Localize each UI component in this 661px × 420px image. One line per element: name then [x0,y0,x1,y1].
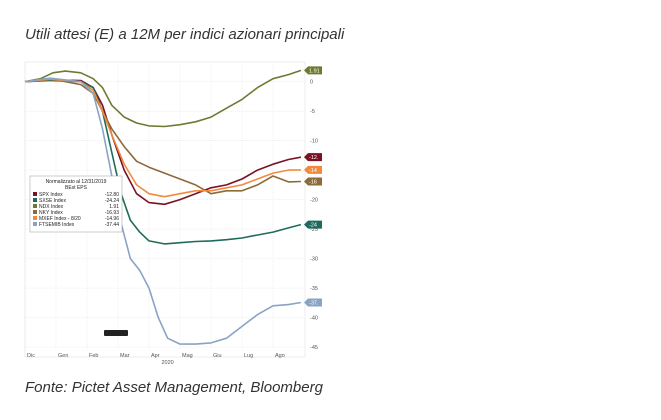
legend-entry-value: -12.80 [105,192,119,198]
legend-entry-value: -14.96 [105,216,119,222]
legend-entry-value: 1.91 [109,204,119,210]
series-end-tag-bg [304,153,322,162]
y-tick-label: -25 [310,227,318,233]
series-end-tag: 1.91 [304,66,322,75]
x-tick-label: Mar [120,353,130,359]
series-lines [24,69,302,345]
series-end-tag-bg [304,298,322,307]
x-tick-label: Mag [182,353,193,359]
legend-header: Normalizzato al 12/31/2019 [46,179,107,185]
x-tick-label: Feb [89,353,98,359]
legend-swatch [33,198,37,202]
legend-swatch [33,192,37,196]
legend-entry-label: FTSEMIB Index [39,222,75,228]
y-tick-label: -35 [310,286,318,292]
legend-box [29,175,123,233]
legend-entry-value: -16.93 [105,210,119,216]
x-tick-label: Dic [27,353,35,359]
y-tick-label: -5 [310,109,315,115]
series-end-tag-bg [304,177,322,186]
series-end-tag: -16 [304,177,322,186]
y-tick-label: -40 [310,316,318,322]
series-line [24,79,302,245]
series-end-tag-label: -12. [309,155,319,161]
series-end-tag-label: -14 [309,168,317,174]
legend-entry-value: -24.24 [105,198,119,204]
series-end-tag-bg [304,66,322,75]
legend-entry-label: MXEF Index - 8/20 [39,216,81,222]
legend-header: BEst EPS [65,185,88,191]
y-tick-label: -30 [310,257,318,263]
legend-swatch [33,216,37,220]
y-tick-label: -20 [310,198,318,204]
series-end-tag: -14 [304,165,322,174]
x-axis: Dic Gen Feb Mar Apr Mag Giu Lug Ago 2020 [27,353,285,366]
series-end-tag: -12. [304,153,322,162]
x-tick-label: Apr [151,353,160,359]
series-end-tag: -37. [304,298,322,307]
x-year-label: 2020 [161,360,173,366]
series-end-tag-label: 1.91 [309,68,320,74]
series-end-tag: -24 [304,220,322,229]
y-axis: 0-5-10-15-20-25-30-35-40-45 [310,80,318,351]
legend-swatch [33,222,37,226]
legend-entry-label: NKY Index [39,210,63,216]
x-tick-label: Gen [58,353,68,359]
x-tick-label: Giu [213,353,222,359]
series-line [24,69,302,128]
legend-entry-label: NDX Index [39,204,64,210]
legend-entry-label: SPX Index [39,192,63,198]
end-tags: -12. -24 1.91 -16 -14 -37. [304,66,322,307]
x-tick-label: Lug [244,353,253,359]
y-tick-label: 0 [310,80,313,86]
series-end-tag-bg [304,165,322,174]
legend-entry-value: -37.44 [105,222,119,228]
chart-title: Utili attesi (E) a 12M per indici aziona… [25,26,345,43]
chart-source: Fonte: Pictet Asset Management, Bloomber… [25,379,323,396]
series-end-tag-label: -16 [309,180,317,186]
legend-entry-label: SXSE Index [39,198,66,204]
series-end-tag-bg [304,220,322,229]
legend-swatch [33,204,37,208]
series-line [24,77,302,345]
y-tick-label: -45 [310,345,318,351]
y-tick-label: -10 [310,139,318,145]
series-line [24,78,301,198]
legend-swatch [33,210,37,214]
zoom-button[interactable] [104,330,128,336]
x-tick-label: Ago [275,353,285,359]
series-end-tag-label: -37. [309,300,319,306]
series-end-tag-label: -24 [309,223,317,229]
zoom-control[interactable] [104,330,128,336]
